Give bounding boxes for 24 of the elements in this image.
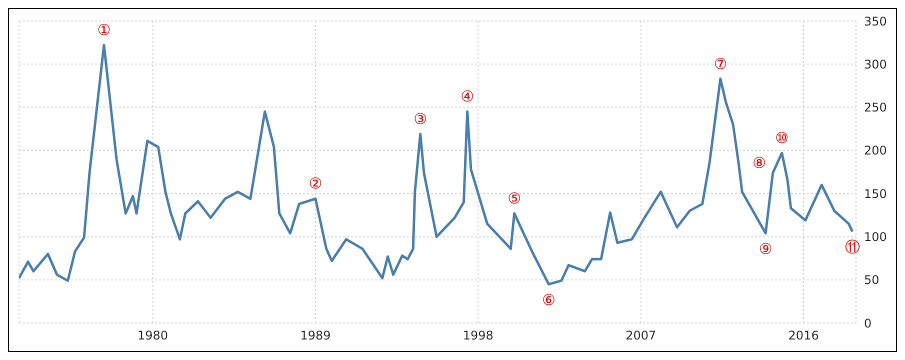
y-tick-label: 200 bbox=[864, 144, 887, 158]
y-tick-label: 100 bbox=[864, 230, 887, 244]
annotation: ② bbox=[308, 174, 322, 193]
y-tick-label: 350 bbox=[864, 14, 887, 28]
y-tick-label: 250 bbox=[864, 100, 887, 115]
annotation: ① bbox=[97, 21, 111, 40]
x-tick-label: 1998 bbox=[462, 328, 494, 343]
y-tick-label: 300 bbox=[864, 57, 887, 72]
annotation: ⑪ bbox=[844, 238, 860, 256]
annotation: ⑥ bbox=[542, 290, 556, 309]
y-tick-label: 150 bbox=[864, 186, 887, 201]
x-tick-label: 2016 bbox=[788, 328, 819, 343]
annotation: ⑨ bbox=[758, 240, 772, 258]
x-tick-label: 2007 bbox=[626, 328, 656, 343]
annotation: ⑤ bbox=[508, 189, 522, 208]
annotation: ⑩ bbox=[775, 129, 789, 148]
annotation: ⑦ bbox=[714, 54, 728, 73]
y-tick-label: 0 bbox=[864, 316, 872, 330]
x-tick-label: 1989 bbox=[300, 328, 331, 343]
annotation: ④ bbox=[460, 88, 474, 106]
annotation: ⑧ bbox=[752, 154, 766, 172]
annotation: ③ bbox=[414, 110, 428, 128]
y-tick-label: 50 bbox=[864, 273, 880, 288]
x-tick-label: 1980 bbox=[138, 328, 168, 343]
